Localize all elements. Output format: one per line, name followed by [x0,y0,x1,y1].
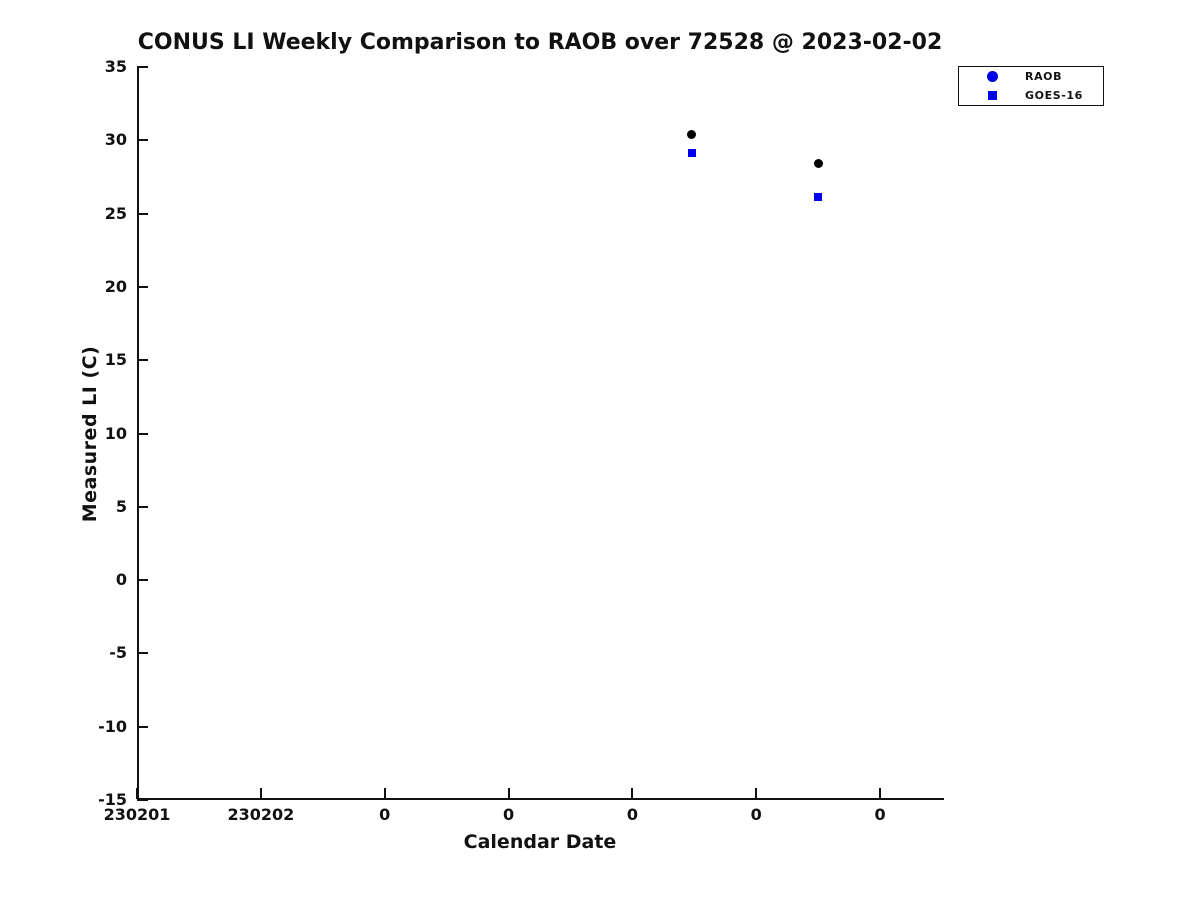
y-tick-mark [137,285,148,288]
y-tick-mark [137,799,148,801]
raob-data-marker [687,129,697,139]
x-tick-mark [879,788,882,799]
x-tick-label: 0 [750,805,762,824]
y-tick-mark [137,432,148,435]
y-tick-label: 20 [104,276,127,296]
legend-row-goes16: GOES-16 [959,86,1103,104]
legend-label-goes16: GOES-16 [1025,88,1083,102]
goes-16-data-marker [687,149,696,158]
y-tick-label: 35 [104,57,127,76]
y-tick-label: 5 [115,496,127,516]
y-tick-label: 15 [104,350,127,370]
x-tick-label: 0 [379,805,391,824]
y-tick-label: 30 [104,130,127,150]
y-tick-mark [137,66,148,68]
chart-title: CONUS LI Weekly Comparison to RAOB over … [137,30,943,55]
y-tick-label: 25 [104,203,127,223]
y-tick-label: -10 [98,716,127,736]
raob-data-marker [813,159,823,169]
y-tick-mark [137,652,148,655]
x-tick-label: 0 [502,805,515,824]
x-tick-mark [259,788,262,799]
x-tick-label: 0 [874,805,886,824]
x-tick-label: 230202 [227,805,295,824]
goes16-square-icon [987,90,997,100]
legend-row-raob: RAOB [959,68,1103,86]
y-tick-label: 0 [115,570,127,590]
plot-area [137,67,944,800]
y-tick-label: -15 [98,790,127,809]
y-tick-mark [137,505,148,508]
x-tick-mark [136,788,138,799]
raob-circle-icon [986,71,998,83]
goes-16-data-marker [814,193,823,202]
legend-label-raob: RAOB [1025,70,1063,84]
y-tick-mark [137,139,148,142]
x-tick-mark [755,788,758,799]
y-tick-mark [137,212,148,215]
legend-marker-cell [959,71,1025,83]
y-tick-mark [137,725,148,728]
y-tick-mark [137,359,148,362]
x-tick-mark [383,788,386,799]
x-tick-mark [507,788,510,799]
legend-marker-cell [959,90,1025,100]
x-tick-label: 0 [626,805,638,824]
x-axis-label: Calendar Date [463,831,617,853]
x-tick-label: 230201 [103,805,171,824]
legend: RAOB GOES-16 [958,66,1104,106]
y-tick-label: 10 [104,423,127,443]
y-tick-mark [137,579,148,582]
x-tick-mark [631,788,634,799]
y-tick-label: -5 [109,643,127,663]
